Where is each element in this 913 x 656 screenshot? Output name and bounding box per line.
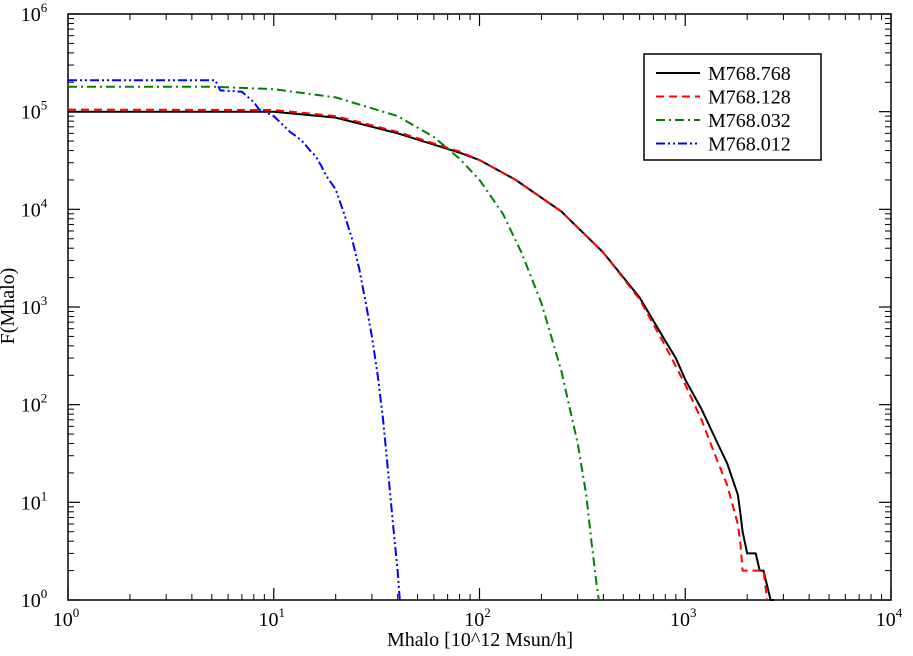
x-tick-label: 100: [53, 605, 80, 631]
minor-ticks: [68, 14, 891, 600]
y-tick-label: 102: [21, 391, 48, 417]
legend-label: M768.012: [708, 134, 791, 156]
x-tick-labels: 100 101 102 103 104: [53, 605, 903, 631]
y-axis-title: F(Mhalo): [0, 268, 19, 345]
x-axis-title: Mhalo [10^12 Msun/h]: [387, 629, 573, 651]
y-tick-labels: 100 101 102 103 104 105 106: [21, 0, 48, 612]
series-group: [67, 79, 774, 601]
series-line-m768-768: [68, 110, 774, 601]
major-ticks: [67, 13, 892, 601]
series-line-m768-128: [67, 108, 769, 601]
series-line-m768-032: [68, 85, 600, 601]
y-tick-label: 103: [21, 293, 48, 319]
legend-label: M768.032: [708, 110, 791, 132]
y-tick-label: 100: [21, 586, 48, 612]
y-tick-label: 104: [21, 195, 48, 221]
x-tick-label: 103: [670, 605, 697, 631]
x-tick-label: 101: [259, 605, 286, 631]
x-tick-label: 104: [876, 605, 903, 631]
series-line-m768-012: [68, 79, 401, 601]
legend-box: [643, 53, 822, 161]
legend-label: M768.768: [708, 63, 791, 85]
y-tick-label: 101: [21, 488, 48, 514]
legend-label: M768.128: [708, 87, 791, 109]
y-tick-label: 106: [21, 0, 48, 26]
x-tick-label: 102: [464, 605, 491, 631]
y-tick-label: 105: [21, 98, 48, 124]
